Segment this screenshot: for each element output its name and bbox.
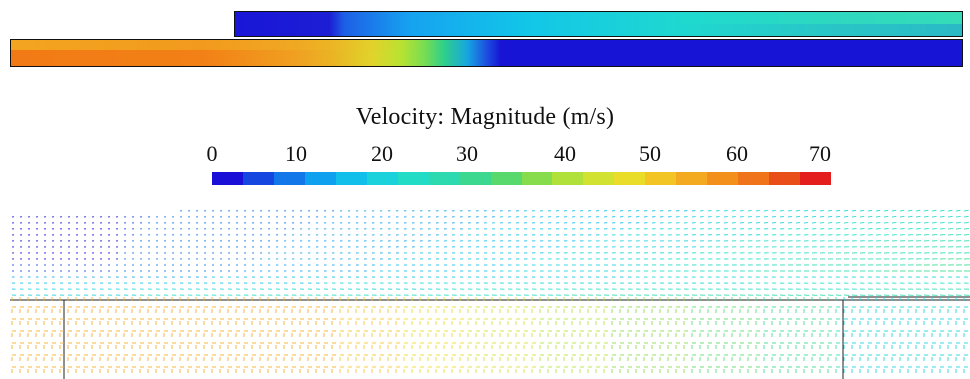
colorbar-segment xyxy=(521,172,553,185)
colorbar-segment xyxy=(304,172,336,185)
legend-tick-label: 20 xyxy=(371,141,393,166)
colorbar-segment xyxy=(552,172,584,185)
vector-arrows xyxy=(11,209,970,373)
colorbar-segment xyxy=(366,172,398,185)
colorbar-segment xyxy=(676,172,708,185)
colorbar-segment xyxy=(273,172,305,185)
vector-arrow-group xyxy=(116,210,335,272)
colorbar-segment xyxy=(800,172,832,185)
colorbar-segment xyxy=(242,172,274,185)
contour-shading xyxy=(235,24,962,36)
vector-arrow-group xyxy=(611,297,688,373)
colorbar-segment xyxy=(428,172,460,185)
legend-tick-label: 70 xyxy=(809,141,831,166)
legend-tick-label: 40 xyxy=(554,141,576,166)
vector-arrow-group xyxy=(339,297,400,373)
vector-arrow-group xyxy=(11,210,696,290)
vector-arrow-group xyxy=(563,228,970,373)
colorbar-segment xyxy=(738,172,770,185)
vector-arrow-group xyxy=(12,216,151,272)
vector-arrow-group xyxy=(467,297,536,373)
legend-tick-label: 50 xyxy=(639,141,661,166)
legend-colorbar xyxy=(212,172,832,185)
vector-arrow-group xyxy=(11,209,969,373)
colorbar-segment xyxy=(614,172,646,185)
colorbar-segment xyxy=(335,172,367,185)
vector-arrow-group xyxy=(539,297,608,373)
legend-tick-label: 60 xyxy=(726,141,748,166)
colorbar-segment xyxy=(212,172,243,185)
colorbar-segment xyxy=(459,172,491,185)
vector-arrow-group xyxy=(11,216,119,260)
vector-arrow-group xyxy=(11,297,336,373)
legend-tick-label: 30 xyxy=(456,141,478,166)
vector-arrow-group xyxy=(12,210,519,278)
colorbar-segment xyxy=(769,172,801,185)
vector-arrow-group xyxy=(403,297,464,373)
legend-title: Velocity: Magnitude (m/s) xyxy=(355,104,615,130)
contour-strip-upper xyxy=(234,11,963,37)
colorbar-segment xyxy=(645,172,677,185)
vector-arrow-group xyxy=(763,258,970,373)
velocity-vector-field xyxy=(10,209,970,379)
colorbar-segment xyxy=(707,172,739,185)
vector-arrow-group xyxy=(139,209,969,296)
vector-arrow-group xyxy=(691,297,760,373)
legend-tick-label: 0 xyxy=(206,141,218,166)
colorbar-segment xyxy=(397,172,429,185)
legend-tick-label: 10 xyxy=(285,141,307,166)
contour-shading xyxy=(11,40,430,50)
colorbar-segment xyxy=(583,172,615,185)
colorbar-segment xyxy=(490,172,522,185)
contour-strip-lower xyxy=(10,39,963,67)
